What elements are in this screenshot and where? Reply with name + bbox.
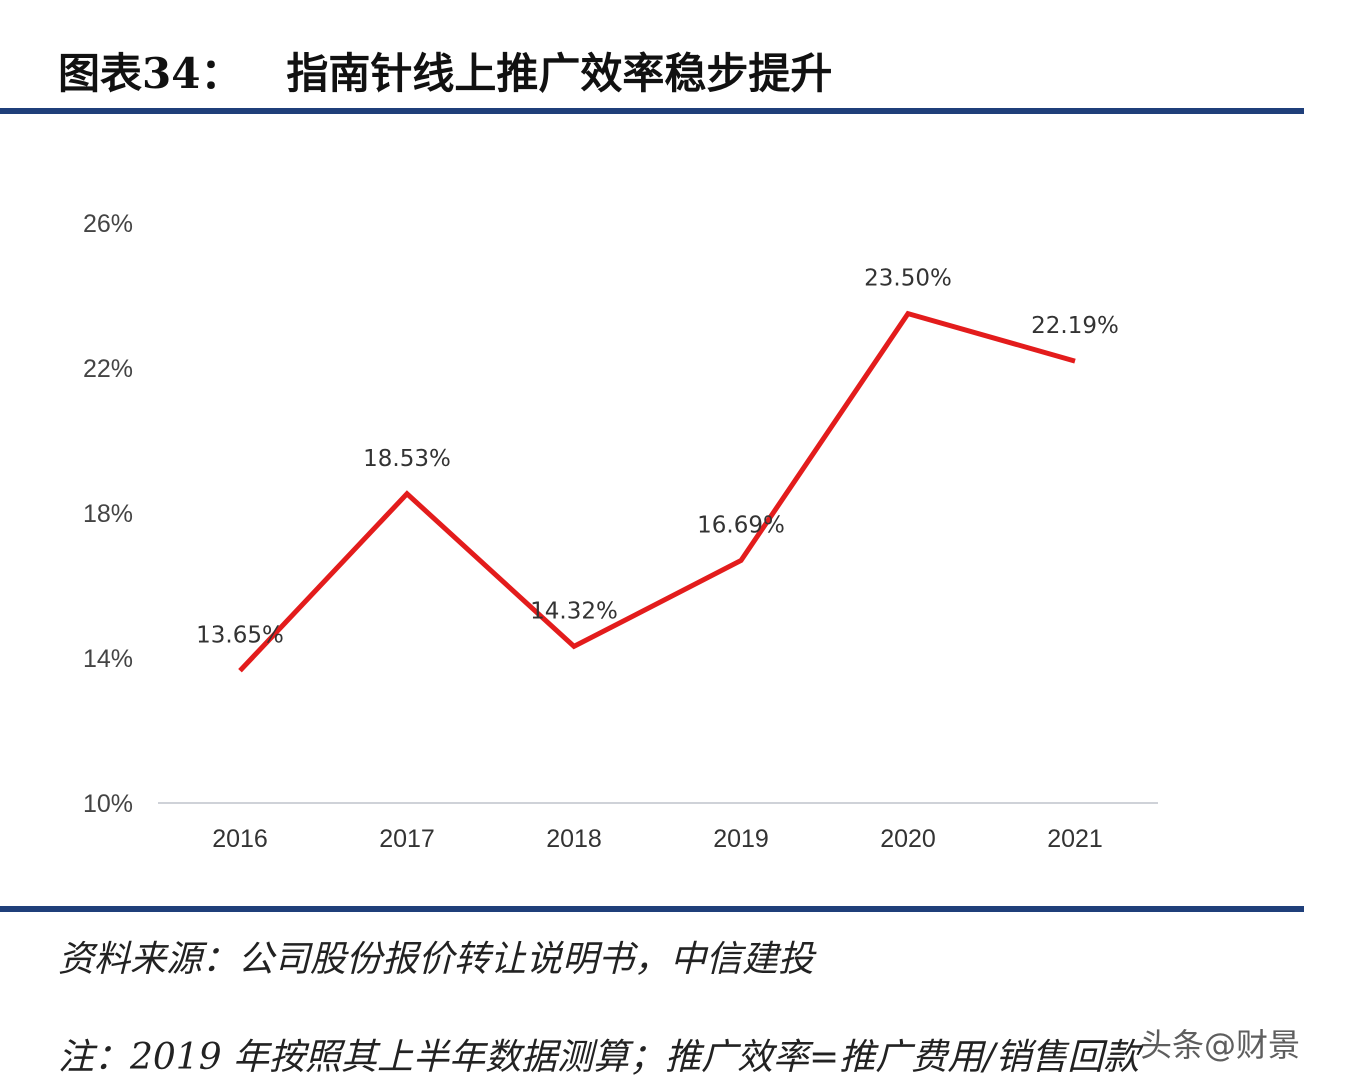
bottom-rule <box>0 906 1304 912</box>
series-line <box>238 310 1076 673</box>
watermark: 头条@财景 <box>1140 1026 1301 1064</box>
data-label: 18.53% <box>363 446 451 472</box>
y-tick-label: 18% <box>83 500 133 528</box>
chart-title: 图表34： 指南针线上推广效率稳步提升 <box>58 49 833 98</box>
data-label: 14.32% <box>530 598 618 624</box>
data-label: 13.65% <box>196 623 284 649</box>
x-tick-label: 2020 <box>880 825 936 853</box>
x-tick-label: 2016 <box>212 825 268 853</box>
y-tick-label: 26% <box>83 210 133 238</box>
y-tick-label: 22% <box>83 355 133 383</box>
x-tick-label: 2021 <box>1047 825 1103 853</box>
x-tick-label: 2019 <box>713 825 769 853</box>
footnote: 注：2019 年按照其上半年数据测算；推广效率=推广费用/销售回款 <box>58 1037 1140 1078</box>
data-label: 16.69% <box>697 512 785 538</box>
x-tick-label: 2018 <box>546 825 602 853</box>
data-label: 23.50% <box>864 266 952 292</box>
line-chart: 10% 14% 18% 22% 26% 2016 2017 2018 2019 2020 2021 1… <box>83 210 1158 853</box>
y-tick-label: 10% <box>83 790 133 818</box>
top-rule <box>0 108 1304 114</box>
source-note: 资料来源：公司股份报价转让说明书，中信建投 <box>58 939 815 980</box>
data-label: 22.19% <box>1031 313 1119 339</box>
y-tick-label: 14% <box>83 645 133 673</box>
x-tick-label: 2017 <box>379 825 435 853</box>
